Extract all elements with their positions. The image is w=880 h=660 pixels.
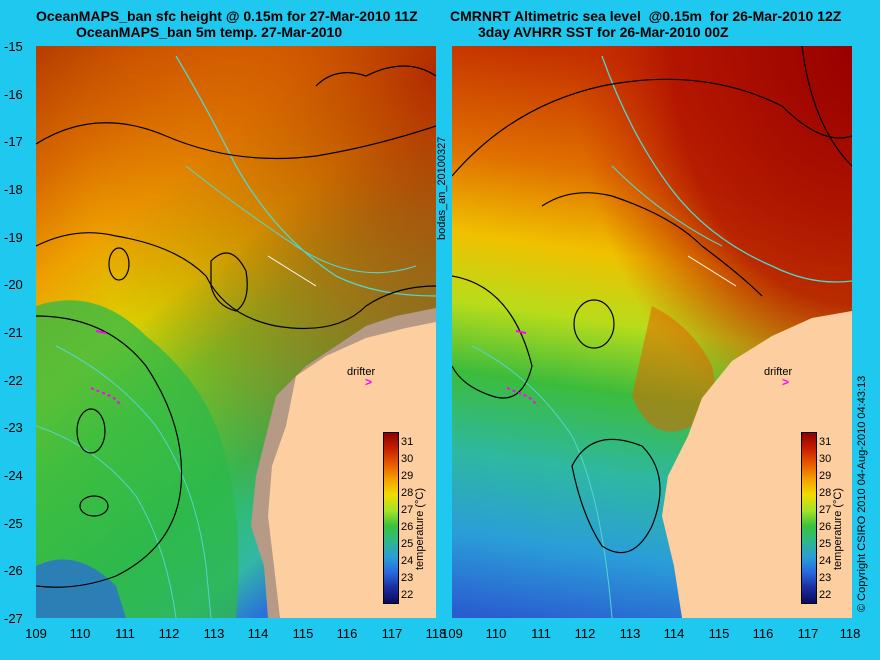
x-tick-label: 112 (158, 626, 180, 641)
left-title-line1: OceanMAPS_ban sfc height @ 0.15m for 27-… (36, 8, 418, 24)
x-tick-label: 115 (708, 626, 730, 641)
colorbar-tick: 31 (401, 436, 414, 448)
x-tick-label: 110 (69, 626, 91, 641)
left-map-panel (36, 46, 436, 618)
right-title-line2: 3day AVHRR SST for 26-Mar-2010 00Z (478, 24, 729, 40)
y-tick-label: -19 (4, 230, 23, 245)
y-tick-label: -18 (4, 182, 23, 197)
x-tick-label: 116 (752, 626, 774, 641)
colorbar-title: temperature (°C) (414, 487, 426, 570)
right-title-line1: CMRNRT Altimetric sea level @0.15m for 2… (450, 8, 842, 24)
x-tick-label: 116 (336, 626, 358, 641)
colorbar-tick: 25 (401, 538, 414, 550)
run-id-label: bodas_an_20100327 (436, 136, 448, 240)
colorbar-tick: 26 (401, 521, 414, 533)
x-tick-label: 114 (663, 626, 685, 641)
left-drifter-legend: drifter > (347, 366, 375, 389)
colorbar-tick: 25 (819, 538, 832, 550)
colorbar-tick: 24 (819, 555, 832, 567)
colorbar-tick: 26 (819, 521, 832, 533)
colorbar-tick: 27 (819, 504, 832, 516)
x-tick-label: 117 (381, 626, 403, 641)
colorbar-tick: 27 (401, 504, 414, 516)
colorbar-tick: 30 (819, 453, 832, 465)
drifter-arrow-icon: > (782, 375, 790, 389)
x-tick-label: 113 (619, 626, 641, 641)
y-tick-label: -17 (4, 134, 23, 149)
y-tick-label: -23 (4, 420, 23, 435)
y-tick-label: -25 (4, 516, 23, 531)
left-map-graphic (36, 46, 436, 618)
x-tick-label: 118 (425, 626, 447, 641)
copyright-label: © Copyright CSIRO 2010 04-Aug-2010 04:43… (856, 375, 868, 612)
colorbar-tick: 22 (401, 589, 414, 601)
drifter-label: drifter (764, 366, 793, 378)
right-map-panel (452, 46, 852, 618)
colorbar-tick: 24 (401, 555, 414, 567)
colorbar-title: temperature (°C) (832, 487, 844, 570)
left-title-line2: OceanMAPS_ban 5m temp. 27-Mar-2010 (76, 24, 343, 40)
y-tick-label: -22 (4, 373, 23, 388)
colorbar-tick: 29 (401, 470, 414, 482)
right-map-graphic (452, 46, 852, 618)
y-tick-label: -20 (4, 277, 23, 292)
x-tick-label: 110 (485, 626, 507, 641)
x-tick-label: 118 (839, 626, 861, 641)
colorbar-tick: 28 (401, 487, 414, 499)
colorbar-tick: 31 (819, 436, 832, 448)
x-tick-label: 111 (115, 626, 135, 641)
drifter-label: drifter (347, 366, 376, 378)
y-tick-label: -27 (4, 611, 23, 626)
left-colorbar-gradient (383, 432, 399, 604)
right-drifter-legend: drifter > (764, 366, 792, 389)
x-tick-label: 115 (292, 626, 314, 641)
x-tick-label: 114 (247, 626, 269, 641)
x-tick-label: 117 (797, 626, 819, 641)
x-tick-label: 113 (203, 626, 225, 641)
x-tick-label: 109 (25, 626, 47, 641)
right-colorbar-gradient (801, 432, 817, 604)
y-tick-label: -15 (4, 39, 23, 54)
y-tick-label: -21 (4, 325, 23, 340)
y-tick-label: -24 (4, 468, 23, 483)
colorbar-tick: 28 (819, 487, 832, 499)
y-tick-label: -16 (4, 87, 23, 102)
y-tick-label: -26 (4, 563, 23, 578)
colorbar-tick: 30 (401, 453, 414, 465)
x-tick-label: 109 (441, 626, 463, 641)
x-tick-label: 111 (531, 626, 551, 641)
colorbar-tick: 29 (819, 470, 832, 482)
x-tick-label: 112 (574, 626, 596, 641)
drifter-arrow-icon: > (365, 375, 373, 389)
colorbar-tick: 23 (401, 572, 414, 584)
colorbar-tick: 22 (819, 589, 832, 601)
colorbar-tick: 23 (819, 572, 832, 584)
